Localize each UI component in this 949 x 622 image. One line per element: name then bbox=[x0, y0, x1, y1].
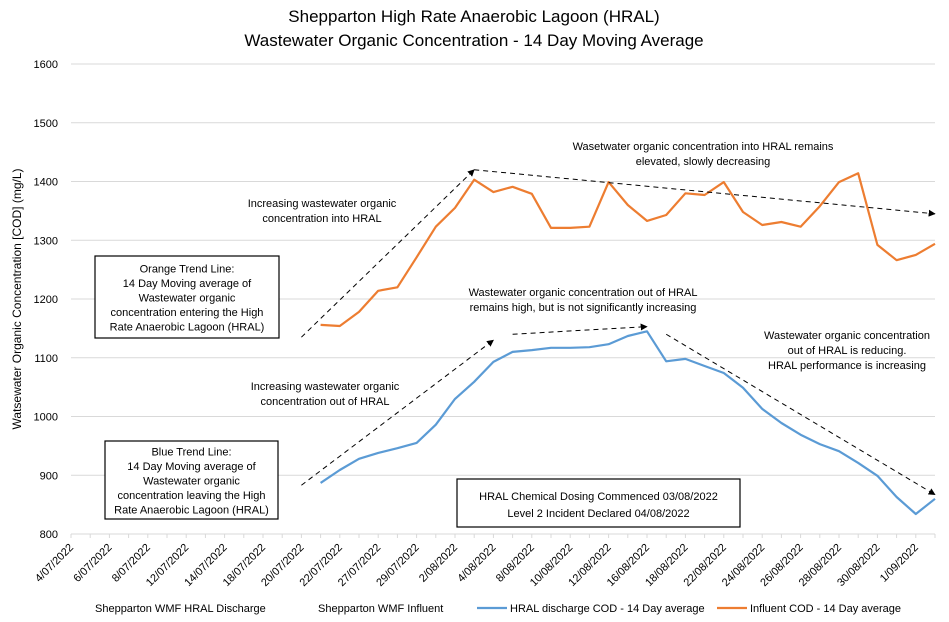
y-tick-label: 1400 bbox=[34, 177, 58, 189]
annotation-blue-plateau: remains high, but is not significantly i… bbox=[470, 302, 697, 314]
text-box-line: concentration entering the High bbox=[111, 307, 264, 319]
x-tick-label: 4/08/2022 bbox=[455, 542, 498, 585]
x-tick-label: 1/09/2022 bbox=[878, 542, 921, 585]
annotation-orange-plateau: elevated, slowly decreasing bbox=[636, 156, 771, 168]
trend-arrows bbox=[301, 169, 936, 496]
text-box-line: Blue Trend Line: bbox=[151, 446, 231, 458]
series-line-hral-discharge bbox=[319, 330, 936, 516]
x-tick-label: 2/08/2022 bbox=[417, 542, 460, 585]
legend-entry: Shepparton WMF HRAL Discharge bbox=[95, 603, 266, 615]
chart-title-line-2: Wastewater Organic Concentration - 14 Da… bbox=[244, 31, 703, 50]
blue-trend-box: Blue Trend Line: 14 Day Moving average of… bbox=[104, 440, 279, 520]
text-box-border bbox=[456, 478, 741, 528]
text-box-line: HRAL Chemical Dosing Commenced 03/08/202… bbox=[479, 491, 718, 503]
x-axis bbox=[70, 534, 936, 538]
annotation-blue-decline: out of HRAL is reducing. bbox=[788, 345, 907, 357]
text-box-line: Wastewater organic bbox=[139, 292, 236, 304]
text-box-line: 14 Day Moving average of bbox=[123, 278, 252, 290]
y-tick-label: 900 bbox=[40, 470, 58, 482]
series-lines bbox=[319, 172, 936, 516]
y-tick-label: 800 bbox=[40, 529, 58, 541]
y-tick-label: 1500 bbox=[34, 118, 58, 130]
legend-label: Influent COD - 14 Day average bbox=[750, 603, 901, 615]
text-box-border bbox=[104, 440, 279, 520]
annotation-blue-plateau: Wastewater organic concentration out of … bbox=[469, 287, 698, 299]
blue-rise-arrow bbox=[301, 339, 494, 486]
legend-entry: Shepparton WMF Influent bbox=[318, 603, 443, 615]
series-line-influent bbox=[320, 172, 936, 328]
legend-label: HRAL discharge COD - 14 Day average bbox=[510, 603, 705, 615]
legend-label: Shepparton WMF HRAL Discharge bbox=[95, 603, 266, 615]
annotation-blue-rise: concentration out of HRAL bbox=[260, 396, 389, 408]
orange-plateau-arrow bbox=[474, 169, 936, 217]
text-box-line: Orange Trend Line: bbox=[140, 263, 235, 275]
y-tick-label: 1000 bbox=[34, 412, 58, 424]
annotation-orange-plateau: Wasetwater organic concentration into HR… bbox=[573, 141, 834, 153]
text-box-line: 14 Day Moving average of bbox=[127, 461, 256, 473]
annotation-blue-decline: HRAL performance is increasing bbox=[768, 360, 926, 372]
text-box-line: Rate Anaerobic Lagoon (HRAL) bbox=[114, 504, 269, 516]
x-tick-label: 4/07/2022 bbox=[33, 542, 76, 585]
y-axis-title: Watsewater Organic Concentration [COD] (… bbox=[10, 169, 24, 430]
chart-title: Shepparton High Rate Anaerobic Lagoon (H… bbox=[244, 7, 703, 50]
legend-label: Shepparton WMF Influent bbox=[318, 603, 443, 615]
annotation-blue-rise: Increasing wastewater organic bbox=[251, 381, 400, 393]
annotation-blue-decline: Wastewater organic concentration bbox=[764, 330, 930, 342]
orange-trend-box: Orange Trend Line: 14 Day Moving average … bbox=[94, 255, 280, 339]
y-axis-ticks: 800 900 1000 1100 1200 1300 1400 1500 1600 bbox=[34, 59, 58, 541]
x-axis-tick-labels: 4/07/20226/07/20228/07/202212/07/202214/… bbox=[33, 542, 921, 589]
text-box-line: Level 2 Incident Declared 04/08/2022 bbox=[507, 508, 689, 520]
y-tick-label: 1600 bbox=[34, 59, 58, 71]
legend-entry: HRAL discharge COD - 14 Day average bbox=[477, 603, 705, 615]
text-box-line: concentration leaving the High bbox=[118, 490, 266, 502]
orange-rise-arrow bbox=[301, 169, 475, 338]
annotations: Increasing wastewater organic concentrati… bbox=[248, 141, 930, 408]
text-box-line: Rate Anaerobic Lagoon (HRAL) bbox=[110, 321, 265, 333]
blue-decline-arrow bbox=[665, 333, 936, 496]
y-tick-label: 1300 bbox=[34, 235, 58, 247]
text-box-line: Wastewater organic bbox=[143, 475, 240, 487]
y-tick-label: 1100 bbox=[34, 353, 58, 365]
y-tick-label: 1200 bbox=[34, 294, 58, 306]
blue-plateau-arrow bbox=[512, 323, 648, 335]
dosing-box: HRAL Chemical Dosing Commenced 03/08/202… bbox=[456, 478, 741, 528]
text-box-border bbox=[94, 255, 280, 339]
annotation-orange-rise: Increasing wastewater organic bbox=[248, 198, 397, 210]
text-boxes: Orange Trend Line: 14 Day Moving average … bbox=[94, 255, 741, 528]
legend-entry: Influent COD - 14 Day average bbox=[717, 603, 901, 615]
x-tick-label: 6/07/2022 bbox=[71, 542, 114, 585]
chart-title-line-1: Shepparton High Rate Anaerobic Lagoon (H… bbox=[288, 7, 659, 26]
annotation-orange-rise: concentration into HRAL bbox=[262, 213, 381, 225]
legend: Shepparton WMF HRAL Discharge Shepparton … bbox=[95, 603, 901, 615]
